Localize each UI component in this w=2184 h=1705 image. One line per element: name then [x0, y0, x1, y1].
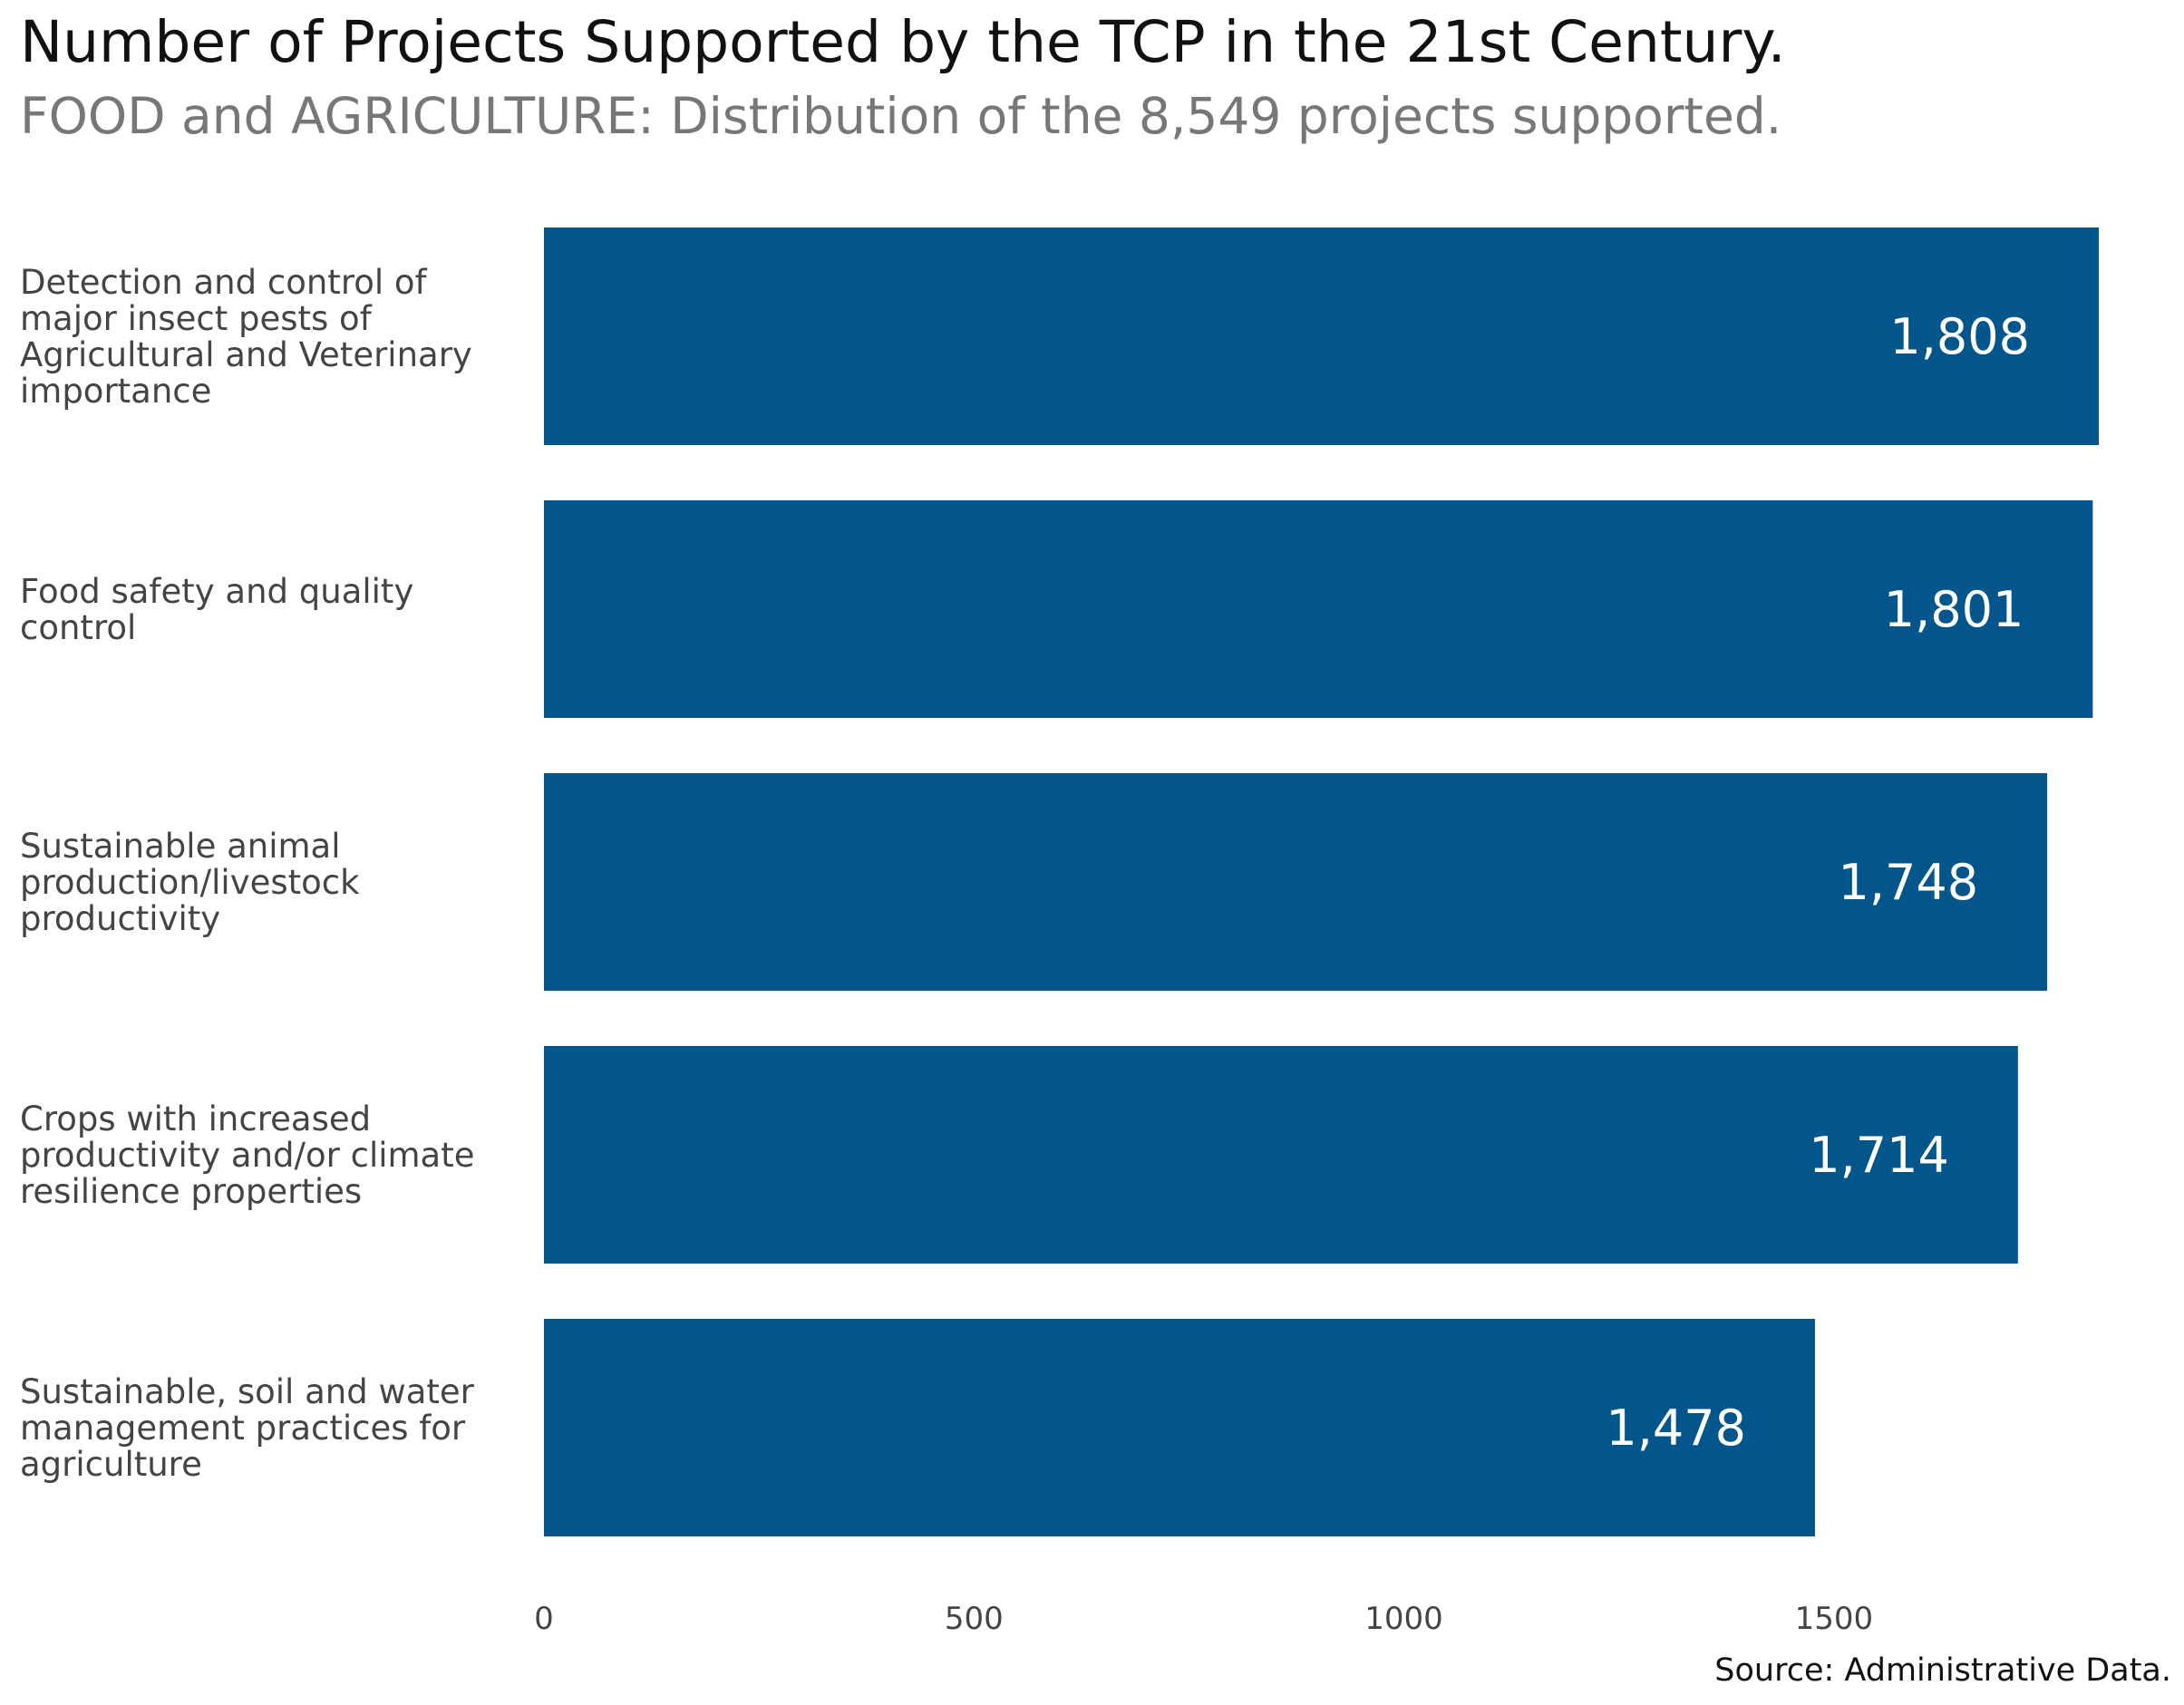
category-label: Crops with increased productivity and/or … [20, 1100, 475, 1211]
bar-value-label: 1,478 [1606, 1400, 1746, 1457]
bar-value-label: 1,714 [1809, 1127, 1949, 1184]
x-tick-label: 500 [945, 1601, 1004, 1637]
bar [544, 1046, 2018, 1264]
x-tick-label: 1000 [1364, 1601, 1443, 1637]
chart-subtitle: FOOD and AGRICULTURE: Distribution of th… [20, 87, 1782, 145]
x-tick-label: 1500 [1795, 1601, 1874, 1637]
bar [544, 500, 2093, 718]
bar-value-label: 1,748 [1838, 854, 1978, 911]
category-label: Food safety and quality control [20, 572, 413, 647]
bar-value-label: 1,808 [1889, 308, 2030, 365]
x-tick-label: 0 [534, 1601, 554, 1637]
bar [544, 228, 2099, 445]
category-label: Sustainable animal production/livestock pr… [20, 827, 360, 938]
category-label: Sustainable, soil and water management pr… [20, 1372, 475, 1484]
category-label: Detection and control of major insect pes… [20, 263, 472, 411]
bar [544, 1319, 1815, 1536]
bar [544, 773, 2048, 991]
chart-title: Number of Projects Supported by the TCP … [20, 9, 1786, 75]
bar-value-label: 1,801 [1884, 581, 2024, 638]
source-note: Source: Administrative Data. [1714, 1652, 2171, 1689]
